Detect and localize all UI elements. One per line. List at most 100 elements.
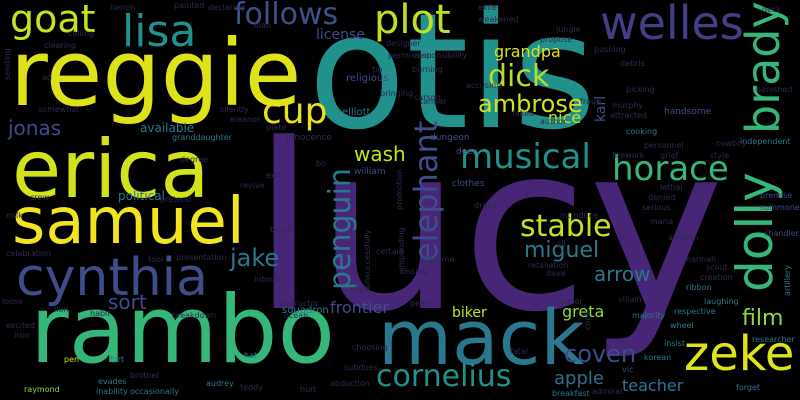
word-plot: plot [374,0,451,43]
word-picking: picking [626,85,655,94]
word-impending: impending [397,227,406,270]
word-occasionally: occasionally [130,387,180,396]
word-brothel: brothel [130,371,159,380]
word-propose: propose [540,35,573,44]
word-penguin: penguin [323,168,358,290]
word-cornelius: cornelius [376,359,512,394]
word-responsibility: responsibility [414,51,468,60]
word-welles: welles [600,0,744,50]
word-arrow: arrow [594,262,651,286]
word-pretend: pretend [160,195,192,204]
word-retaliation: retaliation [528,261,569,270]
word-runner: runner [556,297,583,306]
word-hitman: hitman [254,275,283,284]
word-introduce: introduce [560,211,598,220]
word-firework: firework [612,151,645,160]
word-exit: exit [266,171,281,180]
word-fatal: fatal [510,347,528,356]
word-sending: sending [3,48,12,80]
word-declaring: declaring [208,3,246,12]
word-certain: certain [376,247,404,256]
word-inability: inability [96,387,128,396]
word-exile: exile [478,3,497,12]
word-loan: loan [254,21,272,30]
word-goat: goat [10,0,96,41]
word-cooking: cooking [626,127,658,136]
word-fraud: fraud [580,97,602,106]
word-personnel: personnel [644,141,684,150]
word-sort: sort [108,290,147,314]
word-william: william [354,167,386,177]
word-excited: excited [6,321,36,330]
word-researcher: researcher [752,335,795,344]
word-squadron: squadron [282,305,329,316]
word-premise: premise [760,191,793,200]
word-deck: deck [762,5,782,14]
word-permission: permission [388,51,432,60]
word-forget: forget [736,383,760,392]
word-stark: stark [350,285,371,294]
word-teacher: teacher [622,376,684,395]
word-pearl: pearl [410,299,431,308]
word-carson: carson [414,93,441,102]
word-somewhat: somewhat [38,105,80,114]
word-awaken: awaken [668,233,699,242]
word-granddaughter: granddaughter [172,133,232,142]
word-wash: wash [354,142,406,166]
word-bond: bond [270,225,291,234]
word-crew: crew [30,193,49,202]
word-brady: brady [736,1,790,134]
word-subdues: subdues [344,363,378,372]
word-author: author [540,117,567,126]
word-wheel: wheel [670,321,694,330]
word-celebration: celebration [6,249,52,258]
word-bringing: bringing [380,89,414,98]
word-nice: nice [548,108,582,127]
word-artillery: artillery [783,265,792,296]
word-debris: debris [620,59,645,68]
word-stable: stable [520,209,612,244]
word-hannah: hannah [686,255,717,264]
word-milk: milk [6,211,23,220]
word-greta: greta [562,302,605,321]
word-jungle: jungle [556,25,581,34]
word-gil: gil [556,239,566,248]
word-unsuccessfully: unsuccessfully [363,229,372,289]
word-lucy: lucy [252,96,725,363]
word-kissing: kissing [400,267,428,276]
word-tip: tip [372,65,383,74]
word-denied: denied [648,193,676,202]
word-reggie: reggie [10,20,302,127]
word-dave: dave [546,269,566,278]
word-admiral: admiral [592,387,623,396]
word-follows: follows [234,0,339,32]
word-miguel: miguel [524,238,600,263]
word-erica: erica [12,123,210,216]
word-painted: painted [174,1,205,10]
word-instructor: instructor [280,299,319,308]
word-ribbon: ribbon [686,283,712,292]
word-silently: silently [220,105,249,114]
word-deer: deer [456,147,477,157]
word-creation: creation [700,273,733,282]
word-accusing: accusing [466,81,502,90]
word-independent: independent [740,137,791,146]
word-available: available [140,121,195,135]
word-presentation: presentation [176,253,227,262]
word-cup: cup [262,91,328,132]
word-designer: designer [386,39,421,48]
word-religious: religious [346,73,389,84]
word-samuel: samuel [12,185,245,259]
word-ocean: ocean [284,311,309,320]
word-respective: respective [674,307,716,316]
word-lethal: lethal [660,183,683,192]
word-mack: mack [378,293,585,382]
word-summoned: summoned [760,203,800,212]
word-biker: biker [452,305,487,321]
word-chandler: chandler [764,229,799,238]
word-faked: faked [512,109,535,118]
word-habit: habit [90,309,111,318]
word-heroin: heroin [110,3,136,12]
word-horace: horace [612,149,729,189]
word-fort: fort [110,355,125,364]
